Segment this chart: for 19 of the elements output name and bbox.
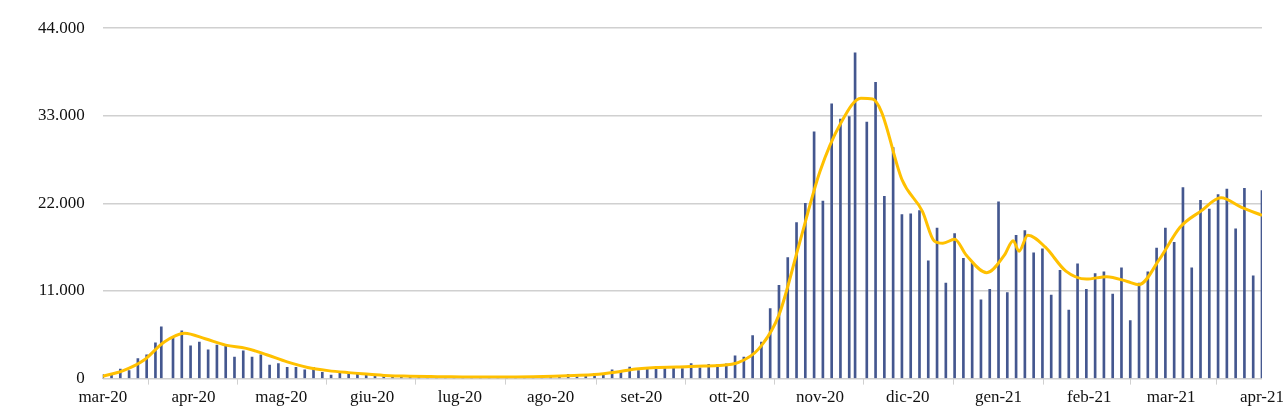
y-tick-label: 11.000: [38, 280, 85, 300]
x-tick-label: ott-20: [708, 387, 750, 407]
x-tick-label: apr-20: [171, 387, 216, 407]
x-tick-label: gen-21: [974, 387, 1023, 407]
y-tick-label: 33.000: [38, 105, 85, 125]
x-tick-label: mar-21: [1146, 387, 1196, 407]
x-tick-label: mag-20: [255, 387, 308, 407]
x-tick-label: ago-20: [527, 387, 575, 407]
x-tick-label: feb-21: [1067, 387, 1112, 407]
x-tick-label: apr-21: [1239, 387, 1284, 407]
y-tick-label: 44.000: [38, 17, 85, 37]
y-tick-label: 0: [76, 368, 85, 388]
x-tick-label: nov-20: [795, 387, 845, 407]
x-tick-label: giu-20: [349, 387, 395, 407]
x-tick-label: dic-20: [886, 387, 930, 407]
x-tick-label: mar-20: [78, 387, 128, 407]
x-tick-label: set-20: [620, 387, 663, 407]
x-tick-label: lug-20: [437, 387, 483, 407]
y-tick-label: 22.000: [38, 192, 85, 212]
